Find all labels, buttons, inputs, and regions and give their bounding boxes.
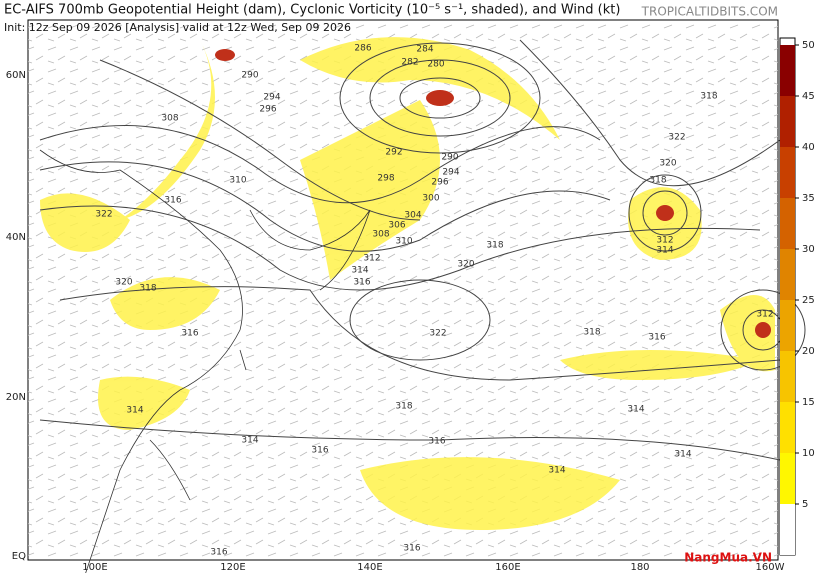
colorbar-tick-label: 40 [802,142,815,153]
colorbar-band [780,453,795,504]
contour-label: 316 [210,548,227,558]
contour-label: 314 [351,266,368,276]
colorbar-tick-label: 45 [802,91,815,102]
contour-label: 316 [428,437,445,447]
lat-label: 40N [6,232,26,243]
contour-label: 320 [457,260,474,270]
contour-label: 296 [259,105,276,115]
colorbar-band [780,504,795,555]
subtitle: Init: 12z Sep 09 2026 [Analysis] valid a… [4,21,351,34]
contour-label: 308 [372,230,389,240]
colorbar-tick-label: 35 [802,193,815,204]
contour-label: 312 [363,254,380,264]
contour-label: 312 [656,236,673,246]
contour-label: 284 [416,45,433,55]
contour-label: 310 [395,237,412,247]
lat-label: 60N [6,70,26,81]
title: EC-AIFS 700mb Geopotential Height (dam),… [4,3,620,18]
colorbar-tick-label: 25 [802,295,815,306]
contour-label: 318 [649,176,666,186]
brand: TROPICALTIDBITS.COM [641,5,778,19]
colorbar-tick-label: 15 [802,397,815,408]
contour-label: 318 [139,284,156,294]
colorbar-band [780,147,795,198]
colorbar-tick-label: 50 [802,40,815,51]
contour-label: 316 [181,329,198,339]
vorticity-shading [40,37,775,530]
colorbar-tick-label: 10 [802,448,815,459]
coastlines [39,149,371,573]
lon-label: 160W [756,562,785,573]
colorbar-band [780,45,795,96]
colorbar-band [780,300,795,351]
contour-label: 296 [431,178,448,188]
contour-label: 318 [395,402,412,412]
height-contours [39,39,806,461]
colorbar-band [780,249,795,300]
contour-label: 314 [548,466,565,476]
lon-label: 160E [495,562,520,573]
contour-label: 312 [756,310,773,320]
vorticity-max [215,49,771,338]
colorbar-band [780,198,795,249]
contour-label: 298 [377,174,394,184]
contour-label: 316 [164,196,181,206]
colorbar-band [780,402,795,453]
contour-label: 286 [354,44,371,54]
contour-label: 314 [241,436,258,446]
colorbar-tick-label: 30 [802,244,815,255]
lon-label: 100E [82,562,107,573]
contour-label: 318 [486,241,503,251]
colorbar-tick-label: 20 [802,346,815,357]
contour-label: 322 [668,133,685,143]
contour-label: 310 [229,176,246,186]
contour-label: 320 [659,159,676,169]
contour-label: 290 [441,153,458,163]
contour-label: 322 [429,329,446,339]
contour-label: 300 [422,194,439,204]
contour-label: 306 [388,221,405,231]
contour-label: 282 [401,58,418,68]
contour-label: 316 [403,544,420,554]
colorbar-band [780,351,795,402]
contour-label: 316 [311,446,328,456]
lat-label: 20N [6,392,26,403]
contour-label: 316 [353,278,370,288]
lon-label: 120E [220,562,245,573]
contour-label: 318 [583,328,600,338]
contour-label: 318 [700,92,717,102]
contour-label: 290 [241,71,258,81]
contour-label: 314 [656,246,673,256]
lon-label: 140E [357,562,382,573]
lon-label: 180 [630,562,649,573]
contour-label: 280 [427,60,444,70]
contour-label: 308 [161,114,178,124]
contour-label: 294 [442,168,459,178]
contour-label: 322 [95,210,112,220]
contour-label: 314 [126,406,143,416]
contour-label: 314 [674,450,691,460]
colorbar-tick-label: 5 [802,499,808,510]
contour-label: 320 [115,278,132,288]
contour-label: 294 [263,93,280,103]
lat-label: EQ [12,551,26,562]
watermark: NangMua.VN [684,551,772,565]
contour-label: 314 [627,405,644,415]
contour-label: 316 [648,333,665,343]
contour-label: 292 [385,148,402,158]
contour-label: 304 [404,211,421,221]
colorbar-band [780,96,795,147]
